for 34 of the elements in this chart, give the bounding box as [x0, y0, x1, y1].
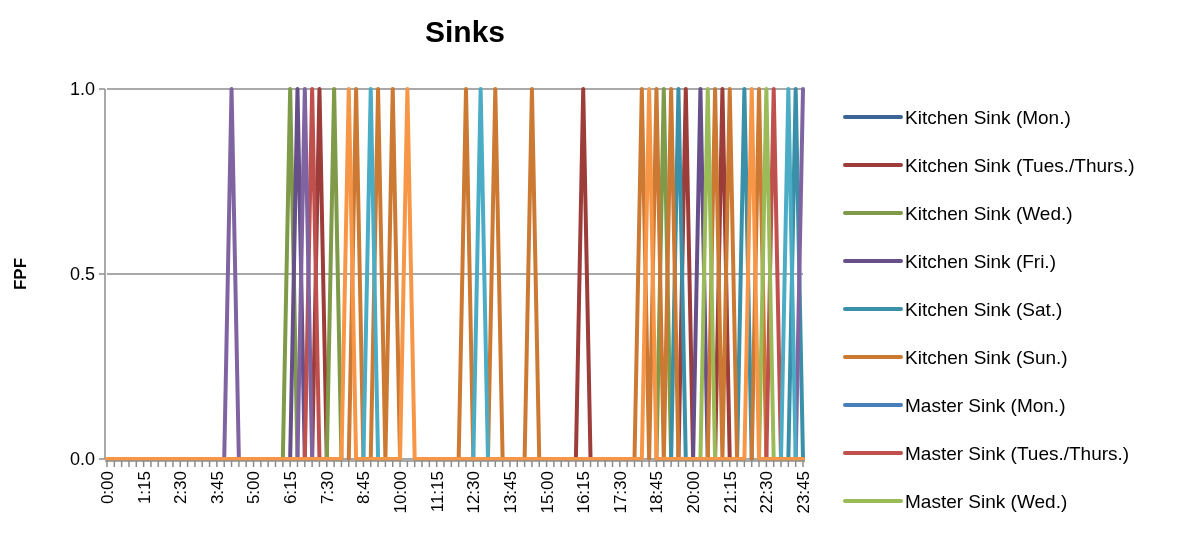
y-tick-label: 0.0: [69, 449, 95, 470]
x-tick-label: 22:30: [757, 471, 777, 514]
x-tick-label: 23:45: [793, 471, 813, 514]
x-tick-label: 13:45: [500, 471, 520, 514]
x-tick-label: 0:00: [97, 471, 117, 505]
x-tick-label: 21:15: [720, 471, 740, 514]
x-tick-label: 8:45: [354, 471, 374, 505]
legend-label: Kitchen Sink (Wed.): [905, 202, 1073, 224]
legend-label: Kitchen Sink (Sat.): [905, 298, 1063, 320]
x-tick-label: 20:00: [684, 471, 704, 514]
x-tick-label: 15:00: [537, 471, 557, 514]
x-tick-label: 18:45: [647, 471, 667, 514]
x-tick-label: 10:00: [391, 471, 410, 514]
legend-label: Master Sink (Wed.): [905, 490, 1068, 512]
y-axis-title: FPF: [11, 257, 30, 291]
x-tick-label: 7:30: [317, 471, 337, 505]
x-tick-label: 17:30: [610, 471, 630, 514]
x-tick-label: 2:30: [171, 471, 191, 505]
x-tick-label: 11:15: [427, 471, 447, 513]
legend-label: Kitchen Sink (Fri.): [905, 250, 1056, 272]
x-tick-label: 6:15: [281, 471, 301, 505]
legend-label: Master Sink (Tues./Thurs.): [905, 442, 1130, 464]
x-tick-label: 5:00: [244, 471, 264, 505]
x-tick-label: 3:45: [207, 471, 227, 505]
y-tick-label: 0.5: [69, 264, 95, 285]
chart-title: Sinks: [424, 15, 506, 48]
x-tick-label: 16:15: [574, 471, 594, 514]
x-tick-label: 1:15: [134, 471, 154, 505]
legend-label: Kitchen Sink (Tues./Thurs.): [905, 154, 1135, 176]
x-tick-label: 12:30: [464, 471, 484, 514]
y-tick-label: 1.0: [69, 79, 95, 100]
legend-label: Master Sink (Mon.): [905, 394, 1066, 416]
legend-label: Kitchen Sink (Mon.): [905, 106, 1071, 128]
legend-label: Kitchen Sink (Sun.): [905, 346, 1068, 368]
